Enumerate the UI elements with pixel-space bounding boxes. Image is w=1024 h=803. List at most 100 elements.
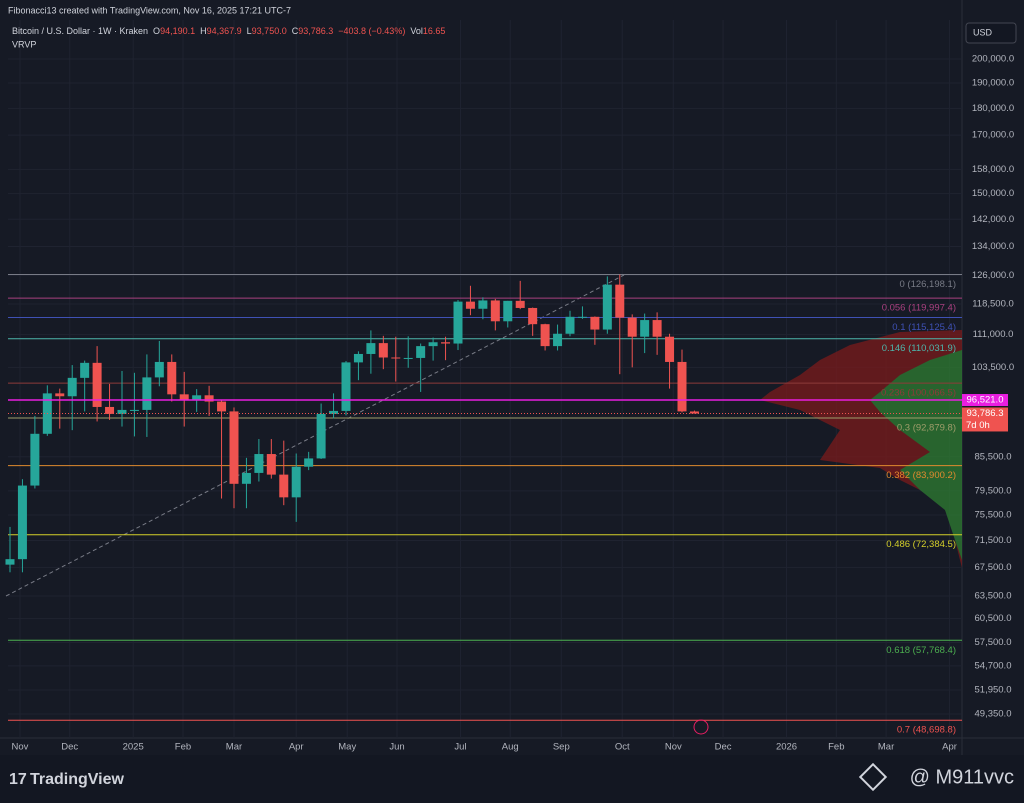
header: Fibonacci13 created with TradingView.com…: [8, 5, 291, 15]
candle-body: [192, 395, 202, 401]
candle-body: [105, 406, 115, 414]
legend-value: 94,190.1: [160, 26, 195, 36]
fib-label: 0 (126,198.1): [899, 279, 956, 290]
candle-body: [490, 300, 500, 322]
legend-value: 16.65: [423, 26, 446, 36]
y-tick-label: 200,000.0: [972, 54, 1014, 65]
grid: [8, 20, 962, 738]
symbol-name: Bitcoin / U.S. Dollar · 1W · Kraken: [12, 26, 148, 36]
y-tick-label: 51,950.0: [975, 684, 1012, 695]
y-tick-label: 150,000.0: [972, 188, 1014, 199]
x-tick-label: Sep: [553, 742, 570, 753]
fib-label: 0.056 (119,997.4): [882, 303, 956, 314]
candle-body: [577, 316, 587, 318]
volume-profile: [760, 330, 962, 568]
price-tag: [962, 407, 1008, 432]
y-tick-label: 60,500.0: [975, 613, 1012, 624]
candle-body: [602, 284, 612, 330]
brand-logo: 17: [9, 771, 27, 788]
x-tick-label: Nov: [665, 742, 682, 753]
y-tick-label: 134,000.0: [972, 241, 1014, 252]
candle-body: [453, 301, 463, 344]
y-tick-label: 170,000.0: [972, 130, 1014, 141]
y-tick-label: 57,500.0: [975, 637, 1012, 648]
event-icon[interactable]: [693, 719, 709, 735]
y-tick-label: 158,000.0: [972, 164, 1014, 175]
watermark-logo: [858, 762, 888, 792]
x-tick-label: Apr: [942, 742, 957, 753]
y-tick-label: 190,000.0: [972, 78, 1014, 89]
fib-label: 0.1 (115,125.4): [892, 322, 956, 333]
candle-body: [403, 357, 413, 359]
footer-bar: [0, 755, 1024, 803]
x-tick-label: Apr: [289, 742, 304, 753]
y-tick-label: 118,500.0: [972, 299, 1014, 310]
candle-body: [17, 485, 27, 560]
candle-body: [478, 300, 488, 309]
y-tick-label: 49,350.0: [975, 709, 1012, 720]
legend-value: 93,750.0: [252, 26, 287, 36]
candle-body: [503, 300, 513, 322]
price-tags: 96,521.0 93,786.37d 0h: [8, 394, 1008, 432]
candle-body: [154, 361, 164, 378]
legend-key: C: [292, 26, 299, 36]
y-tick-label: 67,500.0: [975, 562, 1012, 573]
candle-body: [5, 559, 15, 565]
legend-value: −403.8 (−0.43%): [338, 26, 405, 36]
fib-label: 0.486 (72,384.5): [886, 539, 956, 550]
x-tick-label: Jul: [454, 742, 466, 753]
candle-body: [515, 300, 525, 308]
candle-body: [217, 401, 227, 412]
indicator-name: VRVP: [12, 39, 36, 49]
legend-key: L: [247, 26, 252, 36]
x-tick-label: Nov: [11, 742, 28, 753]
candle-body: [291, 466, 301, 498]
legend-key: Vol: [410, 26, 423, 36]
candle-body: [416, 346, 426, 358]
candle-body: [428, 342, 438, 347]
legend-key: O: [153, 26, 160, 36]
candle-body: [553, 333, 563, 347]
candle-body: [565, 316, 575, 334]
candle-body: [677, 361, 687, 412]
fib-label: 0.3 (92,879.8): [897, 423, 956, 434]
candle-body: [615, 284, 625, 318]
legend-value: 93,786.3: [298, 26, 333, 36]
candle-body: [279, 474, 289, 498]
fib-label: 0.236 (100,066.5): [881, 388, 956, 399]
candle-body: [366, 343, 376, 354]
price-tag-sublabel: 7d 0h: [966, 420, 990, 431]
x-tick-label: Mar: [226, 742, 242, 753]
price-tag-label: 96,521.0: [967, 395, 1004, 406]
candle-body: [329, 410, 339, 414]
candle-body: [229, 411, 239, 484]
y-tick-label: 75,500.0: [975, 510, 1012, 521]
y-tick-label: 85,500.0: [975, 451, 1012, 462]
legend-key: H: [200, 26, 207, 36]
fib-label: 0.146 (110,031.9): [882, 343, 956, 354]
candle-body: [254, 454, 264, 473]
candle-body: [241, 472, 251, 484]
candle-body: [142, 377, 152, 410]
currency-button[interactable]: [965, 22, 1017, 44]
candle-body: [652, 320, 662, 337]
candle-body: [179, 394, 189, 401]
candle-body: [540, 324, 550, 347]
y-tick-label: 111,000.0: [973, 329, 1014, 340]
candle-body: [640, 320, 650, 337]
y-tick-label: 103,500.0: [972, 362, 1014, 373]
candle-body: [167, 361, 177, 395]
brand: TradingView: [30, 771, 125, 788]
price-tag: [962, 394, 1008, 407]
y-tick-label: 180,000.0: [972, 103, 1014, 114]
currency-label[interactable]: USD: [973, 27, 993, 37]
y-tick-label: 126,000.0: [972, 270, 1014, 281]
candle-body: [117, 409, 127, 414]
candle-body: [689, 411, 699, 414]
candle-body: [341, 362, 351, 411]
x-tick-label: Oct: [615, 742, 630, 753]
y-tick-label: 63,500.0: [975, 591, 1012, 602]
x-tick-label: Dec: [715, 742, 732, 753]
x-tick-label: 2026: [776, 742, 797, 753]
candle-body: [204, 395, 214, 402]
